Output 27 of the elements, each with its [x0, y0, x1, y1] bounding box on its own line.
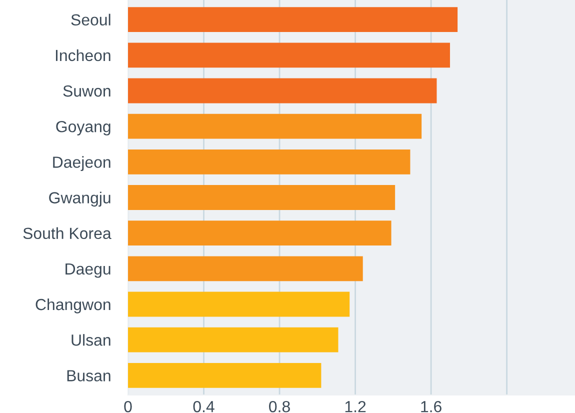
bar [128, 185, 396, 210]
y-tick-label: Incheon [56, 49, 110, 62]
y-tick-label: South Korea [23, 227, 112, 240]
bar [128, 42, 450, 68]
bar [128, 220, 392, 246]
y-tick-label: Changwon [36, 298, 110, 314]
x-tick-label: 1.2 [345, 400, 366, 412]
y-tick-label: Busan [67, 370, 110, 382]
bar [128, 7, 458, 32]
bar [128, 327, 338, 352]
bar [128, 78, 437, 104]
y-tick-label: Daejeon [53, 156, 110, 172]
x-tick-label: 0 [124, 400, 132, 412]
y-tick-label: Gwangju [49, 192, 110, 207]
bar [128, 114, 422, 139]
x-tick-label: 0.8 [269, 400, 290, 412]
x-tick-label: 0.4 [193, 400, 214, 412]
y-tick-label: Ulsan [72, 334, 110, 346]
bar [128, 149, 410, 174]
y-tick-label: Suwon [63, 85, 110, 97]
y-tick-label: Seoul [71, 14, 110, 26]
bar [128, 292, 350, 317]
x-tick-label: 1.6 [421, 400, 442, 412]
y-tick-label: Daegu [66, 263, 110, 278]
y-tick-label: Goyang [56, 120, 110, 136]
bar [128, 256, 363, 282]
bar [128, 362, 322, 388]
